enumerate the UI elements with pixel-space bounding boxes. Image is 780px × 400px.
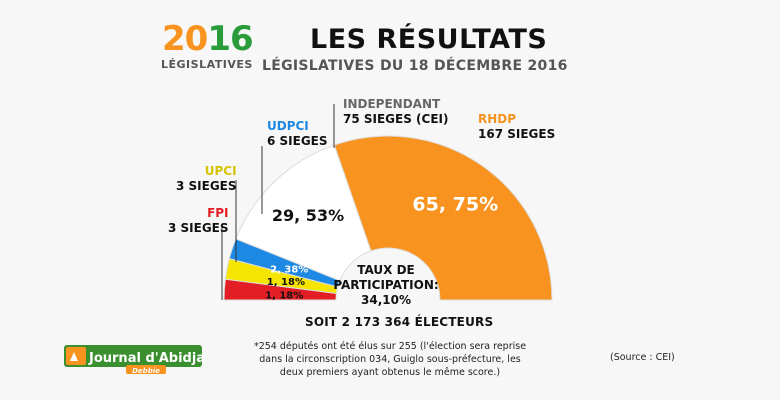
year-heading: 2016: [162, 19, 254, 59]
svg-text:Journal d'Abidjan: Journal d'Abidjan: [88, 351, 204, 366]
year-part-16: 16: [207, 19, 253, 59]
label-upci-seats: 3 SIEGES: [176, 179, 237, 193]
label-rhdp-name: RHDP: [478, 112, 517, 126]
slice-rhdp: [333, 135, 553, 301]
label-rhdp: RHDP 167 SIEGES: [478, 112, 555, 142]
label-upci-name: UPCI: [204, 164, 237, 178]
percent-label-udpci: 2, 38%: [270, 264, 308, 275]
participation-title: TAUX DE PARTICIPATION:: [333, 263, 439, 292]
page-title: LES RÉSULTATS: [310, 24, 548, 55]
label-independant-seats: 75 SIEGES (CEI): [343, 112, 449, 126]
label-fpi-seats: 3 SIEGES: [168, 221, 229, 235]
page-subtitle: LÉGISLATIVES DU 18 DÉCEMBRE 2016: [262, 58, 568, 74]
svg-text:Debbie: Debbie: [132, 367, 160, 375]
percent-label-fpi: 1, 18%: [265, 290, 303, 301]
label-udpci-name: UDPCI: [267, 119, 309, 133]
footnote: *254 députés ont été élus sur 255 (l'éle…: [253, 341, 527, 378]
label-upci: UPCI 3 SIEGES: [176, 164, 237, 194]
label-udpci-seats: 6 SIEGES: [267, 134, 328, 148]
label-independant-name: INDEPENDANT: [343, 97, 441, 111]
year-part-20: 20: [162, 19, 208, 59]
participation-box: TAUX DE PARTICIPATION: 34,10%: [333, 263, 439, 308]
label-rhdp-seats: 167 SIEGES: [478, 127, 556, 141]
percent-label-independant: 29, 53%: [272, 206, 344, 225]
label-fpi-name: FPI: [207, 206, 229, 220]
journal-logo-graphic: Journal d'Abidjan Debbie: [64, 345, 214, 375]
label-fpi: FPI 3 SIEGES: [168, 206, 229, 236]
label-independant: INDEPENDANT 75 SIEGES (CEI): [343, 97, 449, 127]
percent-label-rhdp: 65, 75%: [412, 194, 498, 216]
percent-label-upci: 1, 18%: [267, 277, 305, 288]
journal-logo: Journal d'Abidjan Debbie: [64, 343, 214, 375]
voters-count: SOIT 2 173 364 ÉLECTEURS: [305, 315, 494, 329]
slice-independant: [235, 144, 372, 282]
year-label: LÉGISLATIVES: [161, 58, 253, 71]
participation-value: 34,10%: [361, 293, 411, 307]
source-note: (Source : CEI): [610, 352, 675, 363]
label-udpci: UDPCI 6 SIEGES: [267, 119, 328, 149]
